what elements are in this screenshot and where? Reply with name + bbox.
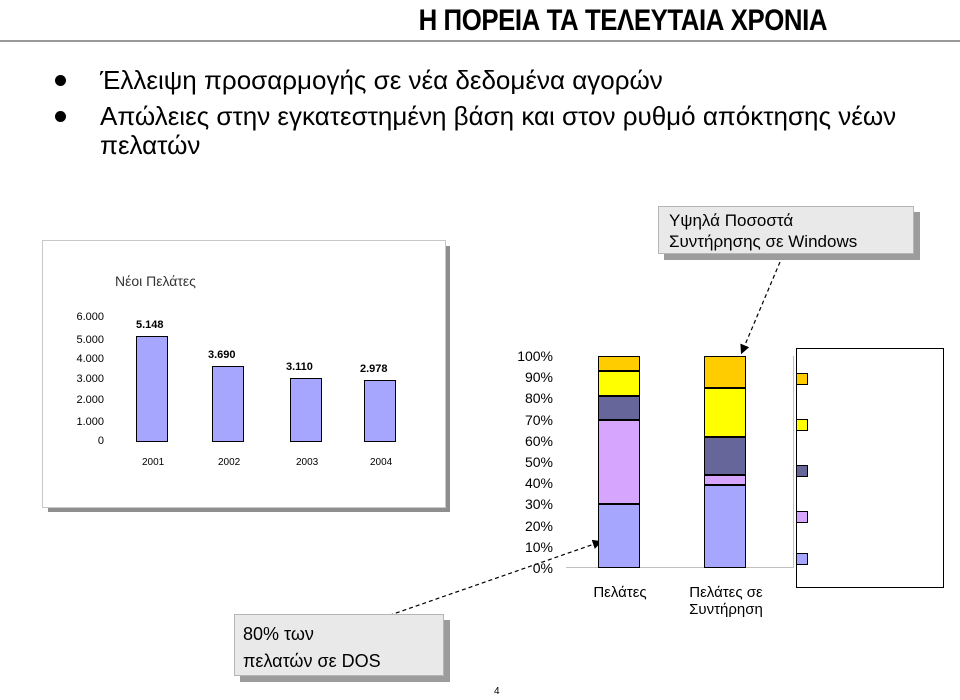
bullet-text: Έλλειψη προσαρμογής σε νέα δεδομένα αγορ… <box>100 65 663 95</box>
arrow-dos-to-customers <box>375 539 603 621</box>
y-tick-label: 40% <box>524 475 553 492</box>
y-tick-label: 1.000 <box>76 416 104 428</box>
callout-line: Υψηλά Ποσοστά <box>669 211 794 230</box>
y-tick-label: 50% <box>524 454 553 470</box>
title-divider <box>0 40 960 42</box>
bar <box>212 365 244 442</box>
y-tick-label: 0% <box>532 560 553 576</box>
legend-swatch <box>796 553 808 565</box>
x-tick-label: 2003 <box>296 457 319 468</box>
stacked-plot-area <box>566 356 794 568</box>
callout-line: Συντήρησης σε Windows <box>669 232 858 251</box>
y-tick-label: 100% <box>517 348 553 364</box>
new-customers-chart: Νέοι Πελάτες <box>42 240 446 508</box>
stacked-bar-segment <box>704 474 746 486</box>
stacked-bar-segment <box>598 419 640 505</box>
slide-title: Η ΠΟΡΕΙΑ ΤΑ ΤΕΛΕΥΤΑΙΑ ΧΡΟΝΙΑ <box>418 4 828 37</box>
chart-legend <box>796 348 944 588</box>
bar <box>136 335 168 442</box>
callout-dos-customers: 80% των πελατών σε DOS <box>234 614 444 676</box>
y-tick-label: 60% <box>524 432 553 449</box>
x-tick-label: Πελάτες σε Συντήρηση <box>689 584 763 618</box>
stacked-bar-segment <box>704 356 746 388</box>
y-tick-label: 3.000 <box>76 373 104 385</box>
y-tick-label: 80% <box>524 390 553 407</box>
callout-line: 80% των <box>243 624 314 644</box>
bar <box>290 377 322 442</box>
stacked-bar-segment <box>704 436 746 475</box>
y-tick-label: 6.000 <box>76 311 104 323</box>
stacked-bar-segment <box>598 356 640 371</box>
chart-title: Νέοι Πελάτες <box>115 273 196 289</box>
y-tick-label: 70% <box>524 411 553 428</box>
stacked-bar-segment <box>598 504 640 568</box>
bullet-text: Απώλειες στην εγκατεστημένη βάση και στο… <box>100 101 897 160</box>
bullet-dot-icon <box>55 75 66 86</box>
y-tick-label: 30% <box>524 496 553 513</box>
bullet-list: Έλλειψη προσαρμογής σε νέα δεδομένα αγορ… <box>55 66 935 167</box>
bullet-dot-icon <box>55 111 66 122</box>
stacked-bar-segment <box>598 370 640 397</box>
legend-swatch <box>796 465 808 477</box>
callout-line: πελατών σε DOS <box>243 651 381 671</box>
callout-windows-retention: Υψηλά Ποσοστά Συντήρησης σε Windows <box>658 206 914 254</box>
y-tick-label: 20% <box>524 517 553 534</box>
y-tick-label: 90% <box>524 369 553 386</box>
stacked-bar-segment <box>598 396 640 420</box>
data-label: 3.690 <box>208 348 236 361</box>
page-number: 4 <box>494 686 500 697</box>
data-label: 2.978 <box>360 363 388 376</box>
stacked-bar-segment <box>704 387 746 437</box>
y-tick-label: 5.000 <box>76 334 104 346</box>
y-tick-label: 0 <box>97 435 104 447</box>
legend-swatch <box>796 373 808 385</box>
x-tick-label: 2004 <box>370 457 393 468</box>
y-tick-label: 4.000 <box>76 353 104 365</box>
x-tick-label: Πελάτες <box>593 584 647 601</box>
bar <box>364 380 396 442</box>
stacked-bar-segment <box>704 485 746 568</box>
legend-swatch <box>796 511 808 523</box>
y-tick-label: 2.000 <box>76 394 104 406</box>
x-tick-label: 2001 <box>142 457 165 468</box>
x-tick-label: 2002 <box>218 457 241 468</box>
y-tick-label: 10% <box>524 538 553 555</box>
bullet-item: Απώλειες στην εγκατεστημένη βάση και στο… <box>55 102 935 160</box>
bullet-item: Έλλειψη προσαρμογής σε νέα δεδομένα αγορ… <box>55 66 935 95</box>
data-label: 3.110 <box>286 360 313 373</box>
arrow-windows-to-maintenance <box>740 261 781 355</box>
legend-swatch <box>796 419 808 431</box>
data-label: 5.148 <box>136 318 164 331</box>
